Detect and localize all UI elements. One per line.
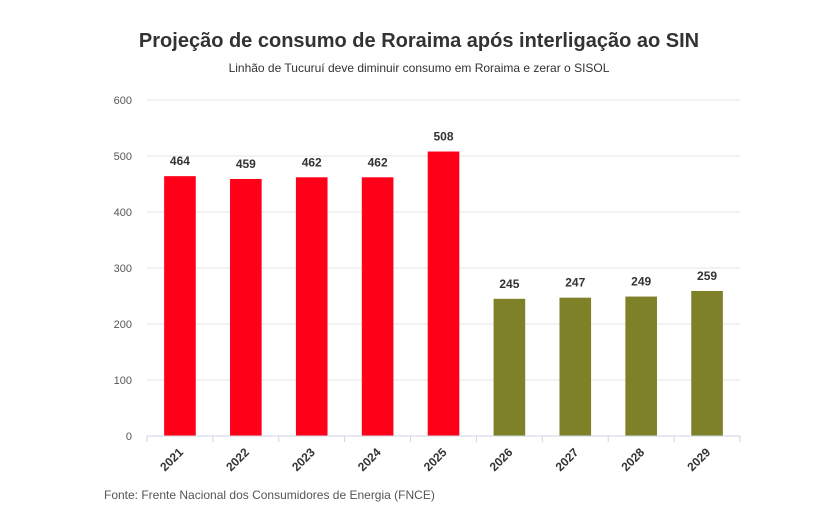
- data-labels: 464 459 462 462 508 245 247 249 259: [170, 130, 717, 291]
- data-label-2021: 464: [170, 154, 190, 168]
- y-axis: 0 100 200 300 400 500 600: [114, 95, 132, 443]
- y-tick-label: 300: [114, 263, 132, 275]
- data-label-2024: 462: [368, 155, 388, 169]
- data-label-2028: 249: [631, 275, 651, 289]
- bar-2027: [559, 297, 592, 436]
- x-tick-label-2027: 2027: [553, 445, 582, 474]
- x-tick-label-2029: 2029: [684, 445, 713, 474]
- data-label-2026: 245: [499, 277, 519, 291]
- bar-2024: [361, 177, 394, 436]
- bar-2022: [230, 178, 262, 436]
- data-label-2022: 459: [236, 157, 256, 171]
- x-axis: 2021 2022 2023 2024 2025 2026 2027 2028 2029: [146, 435, 741, 474]
- x-tick-label-2022: 2022: [223, 445, 252, 474]
- bar-2029: [691, 290, 723, 436]
- x-tick-label-2024: 2024: [355, 445, 384, 474]
- x-tick-label-2023: 2023: [289, 445, 318, 474]
- source-note: Fonte: Frente Nacional dos Consumidores …: [104, 488, 435, 502]
- x-tick-label-2021: 2021: [157, 445, 186, 474]
- x-tick-label-2025: 2025: [421, 445, 450, 474]
- y-tick-label: 200: [114, 319, 132, 331]
- data-label-2027: 247: [565, 276, 585, 290]
- data-label-2025: 508: [433, 130, 453, 144]
- bar-2028: [625, 296, 657, 436]
- x-tick-label-2028: 2028: [619, 445, 648, 474]
- bars: [164, 151, 723, 436]
- bar-2023: [295, 177, 328, 436]
- chart-title: Projeção de consumo de Roraima após inte…: [138, 30, 700, 52]
- bar-2021: [164, 176, 196, 436]
- bar-2026: [493, 298, 526, 436]
- data-label-2023: 462: [302, 155, 322, 169]
- y-tick-label: 100: [114, 375, 132, 387]
- y-tick-label: 0: [126, 431, 132, 443]
- y-tick-label: 400: [114, 207, 132, 219]
- x-tick-label-2026: 2026: [487, 445, 516, 474]
- data-label-2029: 259: [697, 269, 717, 283]
- chart-subtitle: Linhão de Tucuruí deve diminuir consumo …: [228, 61, 610, 75]
- y-tick-label: 600: [114, 95, 132, 107]
- bar-2025: [427, 151, 460, 436]
- y-tick-label: 500: [114, 151, 132, 163]
